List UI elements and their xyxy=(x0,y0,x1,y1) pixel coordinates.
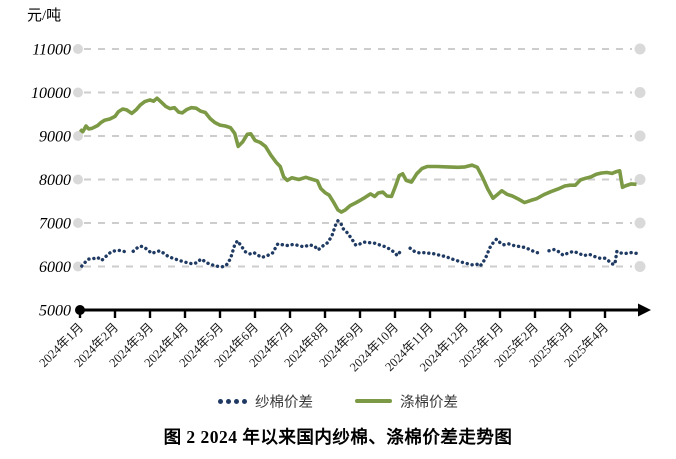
gridline-end-dot xyxy=(634,217,646,229)
figure-caption: 图 2 2024 年以来国内纱棉、涤棉价差走势图 xyxy=(163,427,513,447)
axis-origin-dot xyxy=(75,305,85,315)
y-axis-tick-label: 6000 xyxy=(39,259,71,276)
gridline-end-dot xyxy=(634,130,646,142)
y-axis-tick-label: 9000 xyxy=(39,129,71,146)
series-line-yarn-cotton-spread xyxy=(547,247,639,266)
legend-label-polyester-cotton-spread: 涤棉价差 xyxy=(400,394,458,411)
gridline-end-dot xyxy=(634,261,646,272)
solid-series-marker xyxy=(355,398,392,404)
y-axis-tick-label: 10000 xyxy=(31,85,71,102)
x-axis-arrow xyxy=(638,303,651,317)
series-line-yarn-cotton-spread xyxy=(80,248,129,268)
gridline-start-dot xyxy=(73,44,83,54)
legend-item-yarn-cotton-spread: 纱棉价差 xyxy=(218,391,313,412)
series-line-yarn-cotton-spread xyxy=(131,219,403,269)
gridline-end-dot xyxy=(634,43,646,55)
legend-label-yarn-cotton-spread: 纱棉价差 xyxy=(255,394,313,411)
gridline-start-dot xyxy=(73,131,83,141)
gridline-end-dot xyxy=(634,87,646,98)
grid-layer: 5000 6000 7000 8000 9000 10000 11000 xyxy=(31,42,646,320)
legend-item-polyester-cotton-spread: 涤棉价差 xyxy=(355,391,458,412)
gridline-end-dot xyxy=(634,174,646,185)
y-axis-tick-label: 7000 xyxy=(39,216,71,233)
gridline-start-dot xyxy=(73,218,83,228)
dotted-series-marker xyxy=(218,398,247,404)
y-axis-tick-label: 8000 xyxy=(39,172,71,189)
chart-legend: 纱棉价差 涤棉价差 xyxy=(0,390,676,412)
y-axis-unit-label: 元/吨 xyxy=(27,7,61,24)
series-layer xyxy=(78,96,639,269)
axis-layer: 2024年1月2024年2月2024年3月2024年4月2024年5月2024年… xyxy=(36,303,651,374)
gridline-start-dot xyxy=(73,174,83,185)
gridline-start-dot xyxy=(73,261,83,272)
y-axis-tick-label: 5000 xyxy=(39,303,71,320)
gridline-start-dot xyxy=(73,87,83,98)
series-line-yarn-cotton-spread xyxy=(408,237,542,268)
series-line-polyester-cotton-spread xyxy=(78,96,637,214)
y-axis-tick-label: 11000 xyxy=(32,42,71,59)
price-spread-chart: 元/吨 5000 6000 7000 8000 9000 10000 11000 2024年… xyxy=(27,7,651,374)
